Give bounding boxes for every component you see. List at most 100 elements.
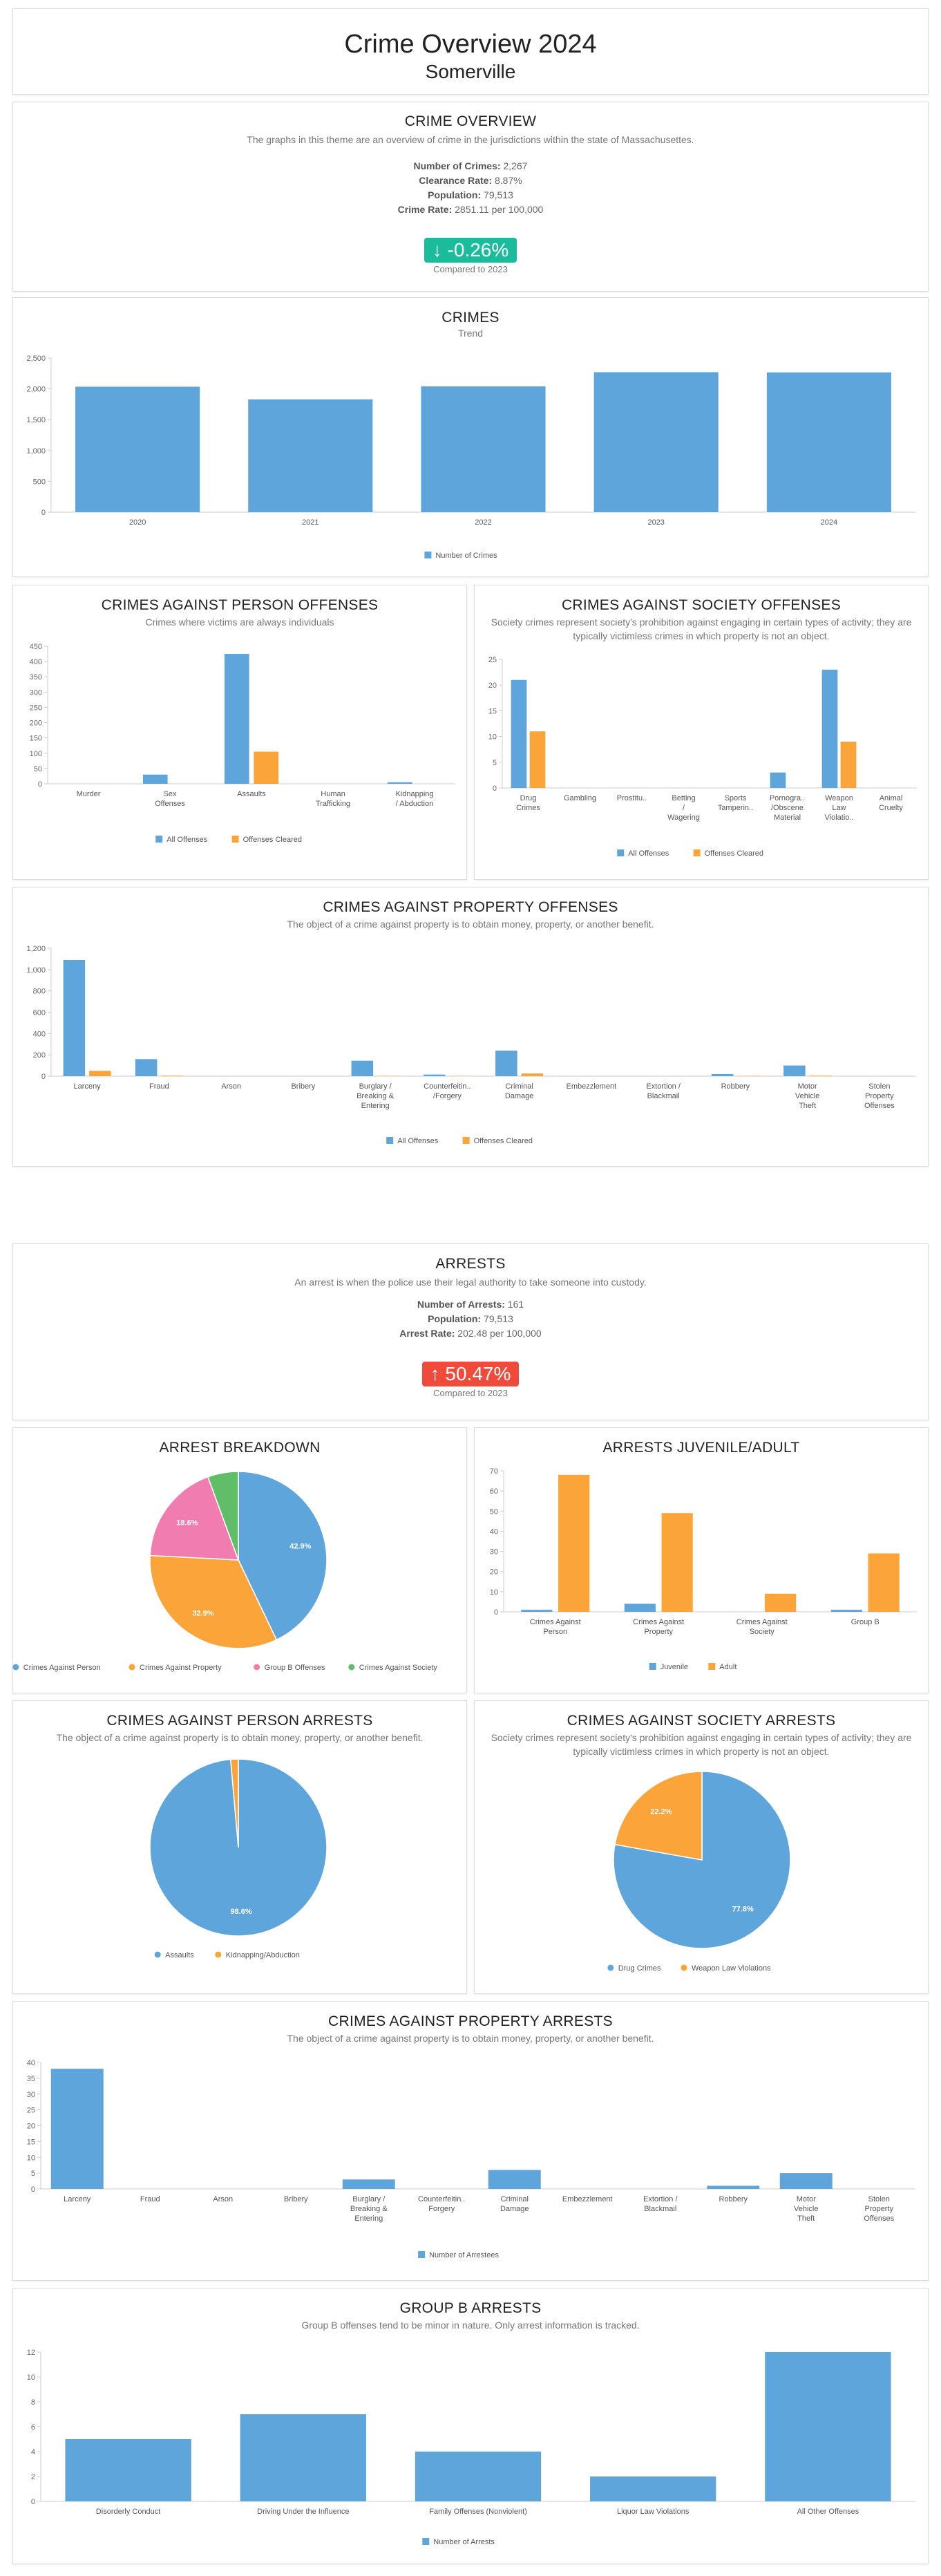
- crime-compared-label: Compared to 2023: [433, 264, 508, 274]
- group-b-chart: 0 2 4 6 8 10 12 Disorderly Conduct Driving Under…: [27, 2349, 915, 2546]
- y-tick-label: 2,500: [26, 355, 46, 363]
- y-tick-label: 2: [31, 2473, 35, 2481]
- x-tick-label: Offenses: [864, 2215, 894, 2223]
- x-tick-label: 2021: [302, 518, 319, 527]
- y-tick-label: 450: [30, 643, 42, 651]
- x-tick-label: Gambling: [564, 794, 596, 802]
- y-tick-label: 1,500: [26, 416, 46, 424]
- x-tick-label: Damage: [505, 1092, 534, 1100]
- x-tick-label: Kidnapping: [395, 790, 433, 798]
- legend-label-assaults: Assaults: [165, 1951, 194, 1959]
- page-title: Crime Overview 2024: [344, 30, 597, 59]
- bar-offenses-cleared-motor-vehicle-theft: [809, 1075, 832, 1076]
- arrests-title: ARRESTS: [435, 1256, 506, 1272]
- pie-slice-crimes-against-person: [238, 1471, 327, 1641]
- bar-juvenile-group-b: [830, 1610, 862, 1612]
- bar-all-offenses-pornogra-obscene-material: [770, 772, 786, 788]
- juvenile-adult-title: ARRESTS JUVENILE/ADULT: [602, 1440, 800, 1456]
- bar-number-of-crimes-2023: [593, 372, 719, 512]
- crime-overview-title: CRIME OVERVIEW: [404, 113, 537, 129]
- x-tick-label: Crimes Against: [530, 1618, 581, 1626]
- arrests-card: ARRESTS An arrest is when the police use…: [12, 1243, 929, 1420]
- legend-label-group-b-offenses: Group B Offenses: [265, 1664, 325, 1672]
- legend-swatch-crimes-against-society: [348, 1664, 355, 1671]
- x-tick-label: Material: [774, 814, 801, 822]
- x-tick-label: Drug: [520, 794, 537, 802]
- bar-offenses-cleared-assaults: [254, 751, 279, 784]
- y-tick-label: 0: [38, 780, 42, 789]
- property-offenses-title: CRIMES AGAINST PROPERTY OFFENSES: [323, 899, 618, 915]
- stat-population: Population: 79,513: [428, 189, 513, 200]
- stat-number-of-crimes: Number of Crimes: 2,267: [413, 160, 528, 171]
- legend-swatch-drug-crimes: [607, 1964, 614, 1971]
- y-tick-label: 60: [490, 1487, 498, 1496]
- bar-offenses-cleared-drug-crimes: [529, 731, 546, 788]
- x-tick-label: Blackmail: [644, 2205, 676, 2213]
- x-tick-label: Damage: [500, 2205, 529, 2213]
- bar-offenses-cleared-criminal-damage: [521, 1073, 544, 1076]
- legend-swatch-number-of-crimes: [424, 552, 432, 558]
- property-arrests-subtitle: The object of a crime against property i…: [287, 2033, 654, 2044]
- bar-number-of-arrestees-larceny: [50, 2069, 104, 2189]
- legend-label-offenses-cleared: Offenses Cleared: [243, 836, 302, 844]
- x-tick-label: /Forgery: [433, 1092, 462, 1100]
- crimes-subtitle: Trend: [457, 328, 484, 339]
- x-tick-label: Entering: [354, 2215, 383, 2223]
- x-tick-label: 2020: [129, 518, 146, 527]
- bar-juvenile-crimes-against-property: [624, 1604, 656, 1612]
- bar-all-offenses-larceny: [63, 959, 86, 1076]
- arrow-down-icon: ↓: [432, 239, 442, 261]
- bar-all-offenses-robbery: [711, 1073, 734, 1076]
- x-tick-label: Prostitu..: [617, 794, 647, 802]
- x-tick-label: Animal: [880, 794, 903, 802]
- bar-number-of-crimes-2024: [766, 372, 891, 512]
- society-offenses-card: CRIMES AGAINST SOCIETY OFFENSES Society …: [474, 585, 929, 880]
- y-tick-label: 15: [27, 2138, 35, 2146]
- bar-all-offenses-kidnapping-abduction: [387, 782, 412, 784]
- bar-all-offenses-drug-crimes: [511, 679, 527, 788]
- x-tick-label: Bribery: [284, 2195, 308, 2203]
- bar-adult-crimes-against-property: [661, 1513, 693, 1612]
- x-tick-label: Tamperin..: [718, 804, 753, 812]
- property-arrests-title: CRIMES AGAINST PROPERTY ARRESTS: [328, 2013, 613, 2029]
- x-tick-label: Blackmail: [647, 1092, 680, 1100]
- x-tick-label: Vehicle: [794, 2205, 818, 2213]
- x-tick-label: 2023: [647, 518, 664, 527]
- society-arrests-title: CRIMES AGAINST SOCIETY ARRESTS: [567, 1713, 836, 1729]
- y-tick-label: 50: [490, 1507, 498, 1516]
- crime-change-badge: ↓ -0.26%: [424, 238, 517, 263]
- x-tick-label: Property: [644, 1628, 673, 1636]
- y-tick-label: 40: [490, 1527, 498, 1536]
- x-tick-label: Weapon: [825, 794, 853, 802]
- legend-swatch-all-offenses: [617, 849, 625, 856]
- bar-number-of-arrests-all-other-offenses: [765, 2352, 891, 2501]
- y-tick-label: 400: [30, 658, 42, 666]
- x-tick-label: Vehicle: [795, 1092, 819, 1100]
- bar-number-of-arrests-driving-under-the-influence: [240, 2414, 366, 2501]
- group-b-subtitle: Group B offenses tend to be minor in nat…: [301, 2320, 640, 2331]
- person-arrests-card: CRIMES AGAINST PERSON ARRESTS The object…: [12, 1700, 467, 1994]
- society-arrests-chart: 77.8% 22.2% Drug Crimes Weapon Law Violatio…: [607, 1771, 791, 1973]
- page-subtitle: Somerville: [425, 61, 516, 82]
- y-tick-label: 200: [33, 1051, 46, 1060]
- legend-label-weapon-law-violations: Weapon Law Violations: [692, 1964, 771, 1973]
- y-tick-label: 35: [27, 2075, 35, 2083]
- x-tick-label: Driving Under the Influence: [257, 2508, 349, 2516]
- pie-value-label: 32.9%: [192, 1610, 213, 1618]
- y-tick-label: 0: [41, 1073, 46, 1081]
- property-arrests-card: CRIMES AGAINST PROPERTY ARRESTS The obje…: [12, 2001, 929, 2281]
- pie-slice-crimes-against-property: [149, 1554, 278, 1649]
- pie-value-label: 18.6%: [176, 1519, 198, 1527]
- x-tick-label: Arson: [221, 1082, 241, 1091]
- x-tick-label: Burglary /: [359, 1082, 392, 1091]
- arrest-breakdown-chart: 42.9% 32.9% 18.6% Crimes Against Person Crim…: [12, 1471, 437, 1672]
- bar-number-of-arrests-disorderly-conduct: [65, 2439, 191, 2501]
- y-tick-label: 20: [490, 1568, 498, 1577]
- x-tick-label: Sports: [725, 794, 747, 802]
- x-tick-label: Forgery: [428, 2205, 455, 2213]
- property-offenses-chart: 0 200 400 600 800 1,000 1,200 Larceny Fraud Arson…: [26, 945, 915, 1145]
- pie-slice-weapon-law-violations: [614, 1771, 703, 1861]
- x-tick-label: Liquor Law Violations: [617, 2508, 690, 2516]
- legend-swatch-all-offenses: [155, 836, 163, 843]
- legend-label-all-offenses: All Offenses: [628, 849, 669, 858]
